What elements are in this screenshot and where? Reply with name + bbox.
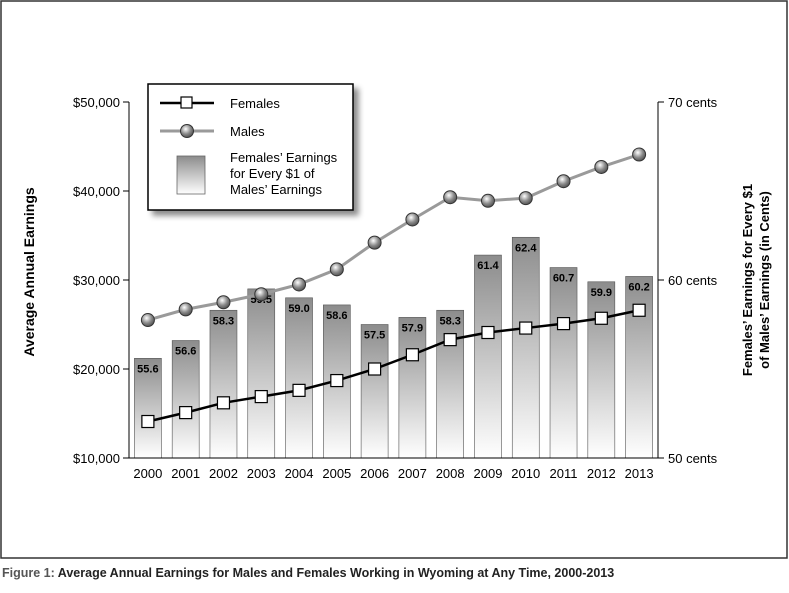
- caption-text: Average Annual Earnings for Males and Fe…: [57, 566, 615, 580]
- females-point-2005: [330, 373, 344, 388]
- x-axis-ticks: 2000 2001 2002 2003 2004 2005 2006 2007 2008 2009…: [133, 466, 653, 481]
- bar-2009: [474, 254, 502, 459]
- chart: 55.656.658.359.559.058.657.557.958.361.4…: [0, 0, 788, 559]
- x-tick-label: 2009: [474, 466, 503, 481]
- legend-ratio-swatch: [176, 155, 206, 195]
- left-tick-label: $20,000: [73, 362, 120, 377]
- x-tick-label: 2008: [436, 466, 465, 481]
- females-point-2009: [481, 325, 495, 340]
- right-tick-label: 60 cents: [668, 273, 718, 288]
- bar-2007: [398, 317, 427, 459]
- right-axis-title-line2: of Males’ Earnings (in Cents): [757, 191, 772, 369]
- legend-females-label: Females: [230, 96, 280, 111]
- males-point-2007: [405, 212, 420, 227]
- males-point-2013: [632, 147, 647, 162]
- bar-2004: [285, 297, 313, 459]
- bar-label-2010: 62.4: [515, 242, 537, 254]
- legend-males-label: Males: [230, 124, 265, 139]
- females-point-2003: [254, 389, 268, 404]
- x-tick-label: 2010: [511, 466, 540, 481]
- left-tick-label: $30,000: [73, 273, 120, 288]
- chart-frame: 55.656.658.359.559.058.657.557.958.361.4…: [0, 0, 788, 559]
- x-tick-label: 2001: [171, 466, 200, 481]
- males-point-2012: [594, 159, 609, 174]
- x-tick-label: 2000: [133, 466, 162, 481]
- males-point-2011: [556, 174, 571, 189]
- bar-label-2002: 58.3: [213, 315, 234, 327]
- bar-2003: [247, 288, 276, 459]
- bar-label-2011: 60.7: [553, 273, 574, 285]
- bar-label-2005: 58.6: [326, 310, 347, 322]
- x-tick-label: 2002: [209, 466, 238, 481]
- males-point-2010: [518, 191, 533, 206]
- bar-2002: [209, 309, 238, 459]
- bar-2001: [171, 340, 200, 459]
- females-point-2013: [632, 303, 646, 317]
- x-tick-label: 2006: [360, 466, 389, 481]
- left-tick-label: $50,000: [73, 95, 120, 110]
- figure-caption: Figure 1: Average Annual Earnings for Ma…: [2, 566, 614, 580]
- females-point-2010: [519, 321, 533, 335]
- right-axis-title-line1: Females’ Earnings for Every $1: [740, 184, 755, 376]
- x-tick-label: 2013: [625, 466, 654, 481]
- earnings-lines: [140, 147, 647, 429]
- bar-2006: [360, 324, 389, 459]
- right-tick-label: 50 cents: [668, 451, 718, 466]
- bar-label-2009: 61.4: [477, 260, 499, 272]
- bar-label-2013: 60.2: [628, 281, 649, 293]
- bar-2012: [587, 281, 616, 459]
- bar-label-2008: 58.3: [439, 315, 460, 327]
- bar-label-2012: 59.9: [591, 287, 612, 299]
- females-point-2006: [368, 362, 382, 376]
- bar-2000: [134, 358, 162, 459]
- females-point-2008: [443, 333, 457, 347]
- females-point-2002: [216, 396, 231, 410]
- left-axis-ticks: $10,000 $20,000 $30,000 $40,000 $50,000: [73, 95, 129, 466]
- females-point-2004: [292, 383, 306, 397]
- x-tick-label: 2003: [247, 466, 276, 481]
- bar-label-2006: 57.5: [364, 330, 385, 342]
- x-tick-label: 2007: [398, 466, 427, 481]
- males-point-2001: [178, 302, 193, 317]
- left-tick-label: $10,000: [73, 451, 120, 466]
- females-point-2000: [141, 414, 155, 429]
- outer-border: [0, 0, 788, 559]
- males-point-2004: [292, 277, 307, 292]
- legend-ratio-label-line2: for Every $1 of: [230, 166, 315, 181]
- bar-label-2007: 57.9: [402, 322, 423, 334]
- x-tick-label: 2005: [322, 466, 351, 481]
- males-point-2006: [367, 235, 382, 250]
- x-tick-label: 2004: [285, 466, 314, 481]
- females-point-2007: [405, 348, 419, 362]
- legend-males-marker: [180, 124, 194, 138]
- right-axis-ticks: 50 cents 60 cents 70 cents: [658, 95, 718, 466]
- legend: Females Males Females’ Earnings for Ever…: [147, 83, 354, 211]
- males-point-2002: [216, 295, 231, 310]
- right-tick-label: 70 cents: [668, 95, 718, 110]
- bar-2011: [549, 267, 578, 459]
- legend-ratio-label-line1: Females’ Earnings: [230, 150, 338, 165]
- left-tick-label: $40,000: [73, 184, 120, 199]
- left-axis-title: Average Annual Earnings: [21, 187, 37, 357]
- legend-females-marker: [180, 96, 193, 109]
- males-point-2009: [480, 193, 495, 208]
- x-tick-label: 2012: [587, 466, 616, 481]
- males-point-2008: [443, 190, 458, 205]
- females-point-2012: [594, 311, 608, 325]
- bar-label-2000: 55.6: [137, 363, 158, 375]
- bar-label-2001: 56.6: [175, 346, 196, 358]
- x-tick-label: 2011: [550, 466, 578, 481]
- legend-ratio-label-line3: Males’ Earnings: [230, 182, 323, 197]
- males-point-2000: [140, 313, 155, 328]
- males-point-2005: [329, 262, 344, 277]
- bar-label-2004: 59.0: [288, 303, 309, 315]
- bar-2010: [511, 236, 540, 459]
- females-point-2011: [556, 317, 571, 331]
- males-point-2003: [254, 287, 269, 302]
- caption-prefix: Figure 1:: [2, 566, 58, 580]
- bar-2008: [436, 309, 464, 459]
- females-point-2001: [179, 406, 193, 420]
